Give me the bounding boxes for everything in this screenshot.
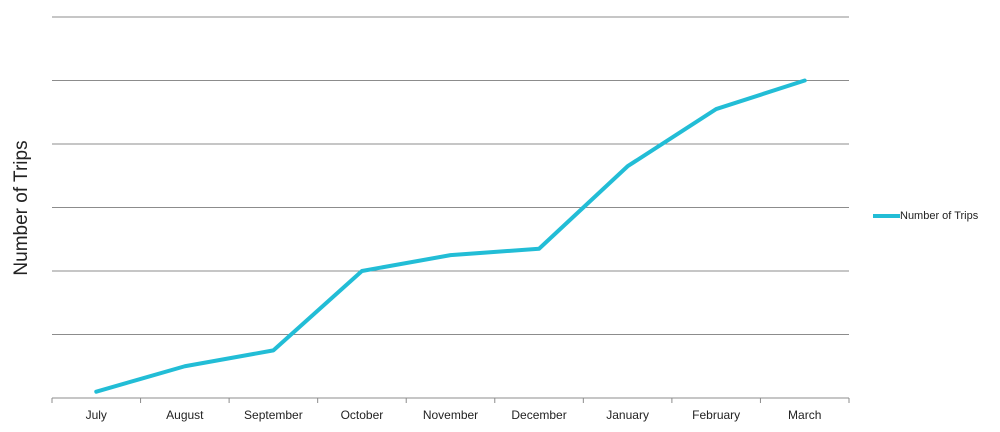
x-tick-label: November bbox=[423, 408, 478, 422]
data-line bbox=[94, 78, 807, 394]
legend-label: Number of Trips bbox=[900, 210, 979, 222]
x-tick-label: February bbox=[692, 408, 740, 422]
x-tick-label: September bbox=[244, 408, 303, 422]
x-tick-label: January bbox=[606, 408, 649, 422]
x-tick-label: October bbox=[341, 408, 384, 422]
x-tick-label: August bbox=[166, 408, 204, 422]
y-axis-label: Number of Trips bbox=[11, 140, 32, 275]
x-tick-label: March bbox=[788, 408, 821, 422]
x-tick-label: July bbox=[86, 408, 107, 422]
x-tick-label: December bbox=[511, 408, 566, 422]
